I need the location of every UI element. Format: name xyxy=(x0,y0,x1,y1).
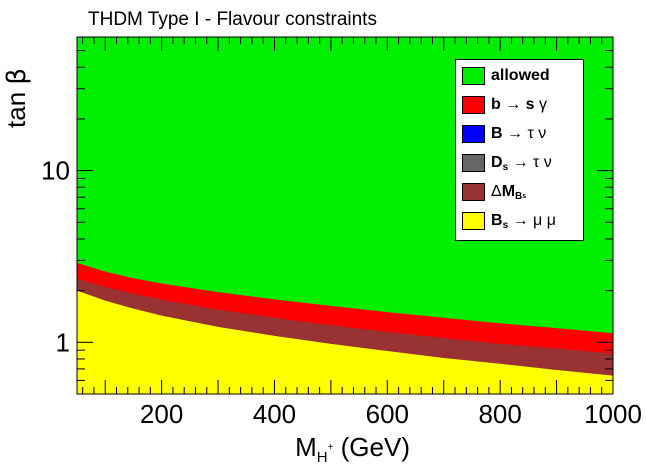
legend-entry-delta_MBs: ΔMBs xyxy=(462,182,526,202)
legend-swatch-Ds_tau_nu xyxy=(462,154,485,172)
x-tick-label: 400 xyxy=(253,399,296,429)
legend-entry-b_s_gamma: b → s γ xyxy=(462,95,547,115)
tick-labels: 200 400 600 800 1000 1 10 xyxy=(41,156,642,429)
x-tick-label: 1000 xyxy=(584,399,642,429)
legend-label-allowed: allowed xyxy=(491,67,550,84)
legend-swatch-delta_MBs xyxy=(462,183,485,201)
x-tick-label: 800 xyxy=(478,399,521,429)
legend-swatch-b_s_gamma xyxy=(462,96,485,114)
plot-frame xyxy=(76,36,614,395)
x-axis-label: MH+ (GeV) xyxy=(295,432,410,466)
legend-swatch-B_tau_nu xyxy=(462,125,485,143)
legend-label-Bs_mu_mu: Bs → μ μ xyxy=(491,211,556,231)
y-axis-label: tan β xyxy=(1,68,32,128)
x-tick-label: 200 xyxy=(140,399,183,429)
legend: allowed b → s γ B → τ ν Ds → τ ν ΔMBs Bs → μ … xyxy=(455,59,584,241)
y-tick-label: 10 xyxy=(41,156,70,186)
legend-entry-allowed: allowed xyxy=(462,66,550,86)
chart-title: THDM Type I - Flavour constraints xyxy=(88,9,377,30)
y-tick-label: 1 xyxy=(56,327,70,357)
legend-entry-B_tau_nu: B → τ ν xyxy=(462,124,546,144)
legend-swatch-Bs_mu_mu xyxy=(462,212,485,230)
legend-entry-Ds_tau_nu: Ds → τ ν xyxy=(462,153,552,173)
legend-label-B_tau_nu: B → τ ν xyxy=(491,125,547,142)
legend-label-Ds_tau_nu: Ds → τ ν xyxy=(491,153,552,173)
legend-swatch-allowed xyxy=(462,67,485,85)
legend-entry-Bs_mu_mu: Bs → μ μ xyxy=(462,211,556,231)
area-Bs_mu_mu xyxy=(77,290,613,394)
axis-ticks xyxy=(77,36,614,395)
legend-label-delta_MBs: ΔMBs xyxy=(491,182,527,202)
legend-label-b_s_gamma: b → s γ xyxy=(491,96,548,113)
x-tick-label: 600 xyxy=(366,399,409,429)
